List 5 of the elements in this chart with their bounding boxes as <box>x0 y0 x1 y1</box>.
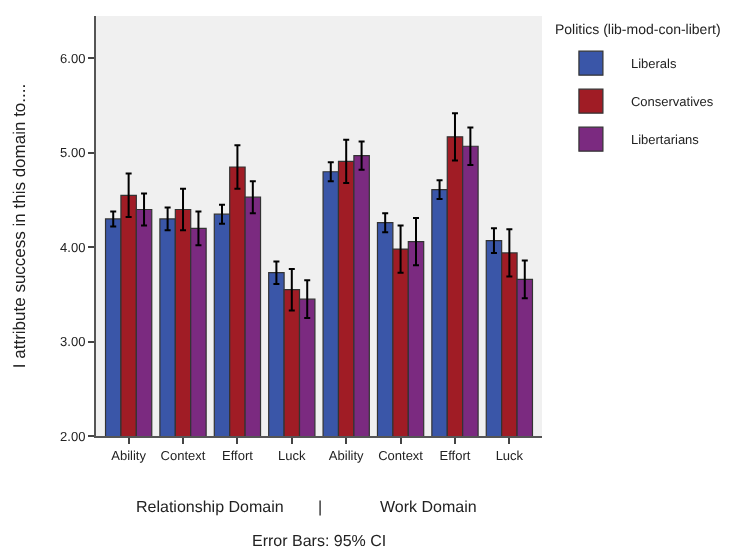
text: | <box>318 498 323 516</box>
text: Error Bars: 95% CI <box>252 532 387 550</box>
y-axis-title: I attribute success in this domain to.... <box>9 83 30 369</box>
text: Relationship Domain <box>136 498 284 516</box>
text: Work Domain <box>380 498 477 516</box>
